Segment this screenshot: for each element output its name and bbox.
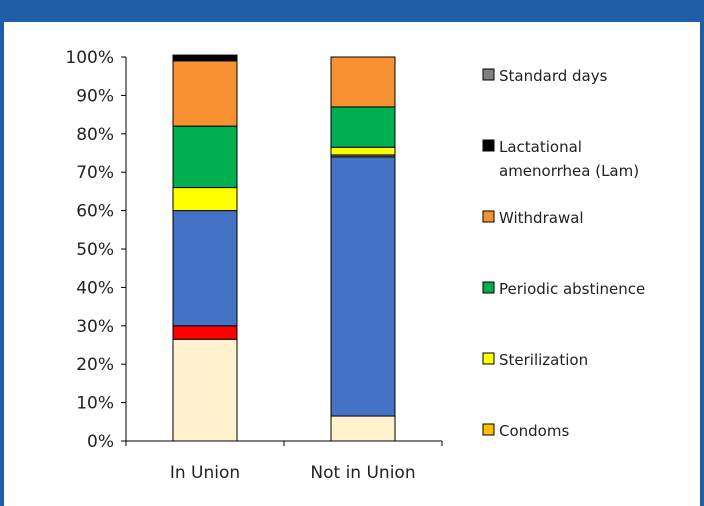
bar-segment	[172, 210, 238, 327]
frame-right-border	[700, 22, 704, 506]
legend-label: Lactational	[499, 138, 582, 156]
legend-swatch	[482, 210, 495, 223]
y-tick-label: 10%	[76, 394, 114, 414]
x-category-label: In Union	[170, 463, 240, 483]
legend-label: Condoms	[499, 422, 569, 440]
y-tick-label: 100%	[65, 48, 114, 68]
legend-label: Periodic abstinence	[499, 280, 645, 298]
bar-segment	[330, 56, 396, 108]
x-category-label: Not in Union	[310, 463, 415, 483]
bar-segment	[172, 325, 238, 340]
legend-label: Sterilization	[499, 351, 588, 369]
legend-swatch	[482, 423, 495, 436]
legend-swatch	[482, 139, 495, 152]
y-tick-label: 70%	[76, 163, 114, 183]
y-tick-label: 40%	[76, 278, 114, 298]
y-tick-label: 30%	[76, 317, 114, 337]
bar-segment	[172, 125, 238, 189]
legend-swatch	[482, 281, 495, 294]
bar-segment	[172, 54, 238, 62]
bar-segment	[172, 338, 238, 442]
bar-segment	[330, 106, 396, 148]
legend-label: Withdrawal	[499, 209, 584, 227]
bar-segment	[172, 60, 238, 127]
legend-swatch	[482, 68, 495, 81]
bar-segment	[330, 156, 396, 417]
legend-label: Standard days	[499, 67, 608, 85]
bar-segment	[330, 146, 396, 156]
bar-segment	[172, 187, 238, 212]
y-tick-label: 50%	[76, 240, 114, 260]
y-tick-label: 80%	[76, 125, 114, 145]
bar-segment	[330, 415, 396, 442]
legend-swatch	[482, 352, 495, 365]
y-tick-label: 60%	[76, 202, 114, 222]
legend-label: amenorrhea (Lam)	[499, 162, 639, 180]
frame-left-border	[0, 22, 4, 506]
y-tick-label: 20%	[76, 355, 114, 375]
y-tick-label: 0%	[87, 432, 114, 452]
title-bar	[0, 0, 704, 22]
y-tick-label: 90%	[76, 86, 114, 106]
